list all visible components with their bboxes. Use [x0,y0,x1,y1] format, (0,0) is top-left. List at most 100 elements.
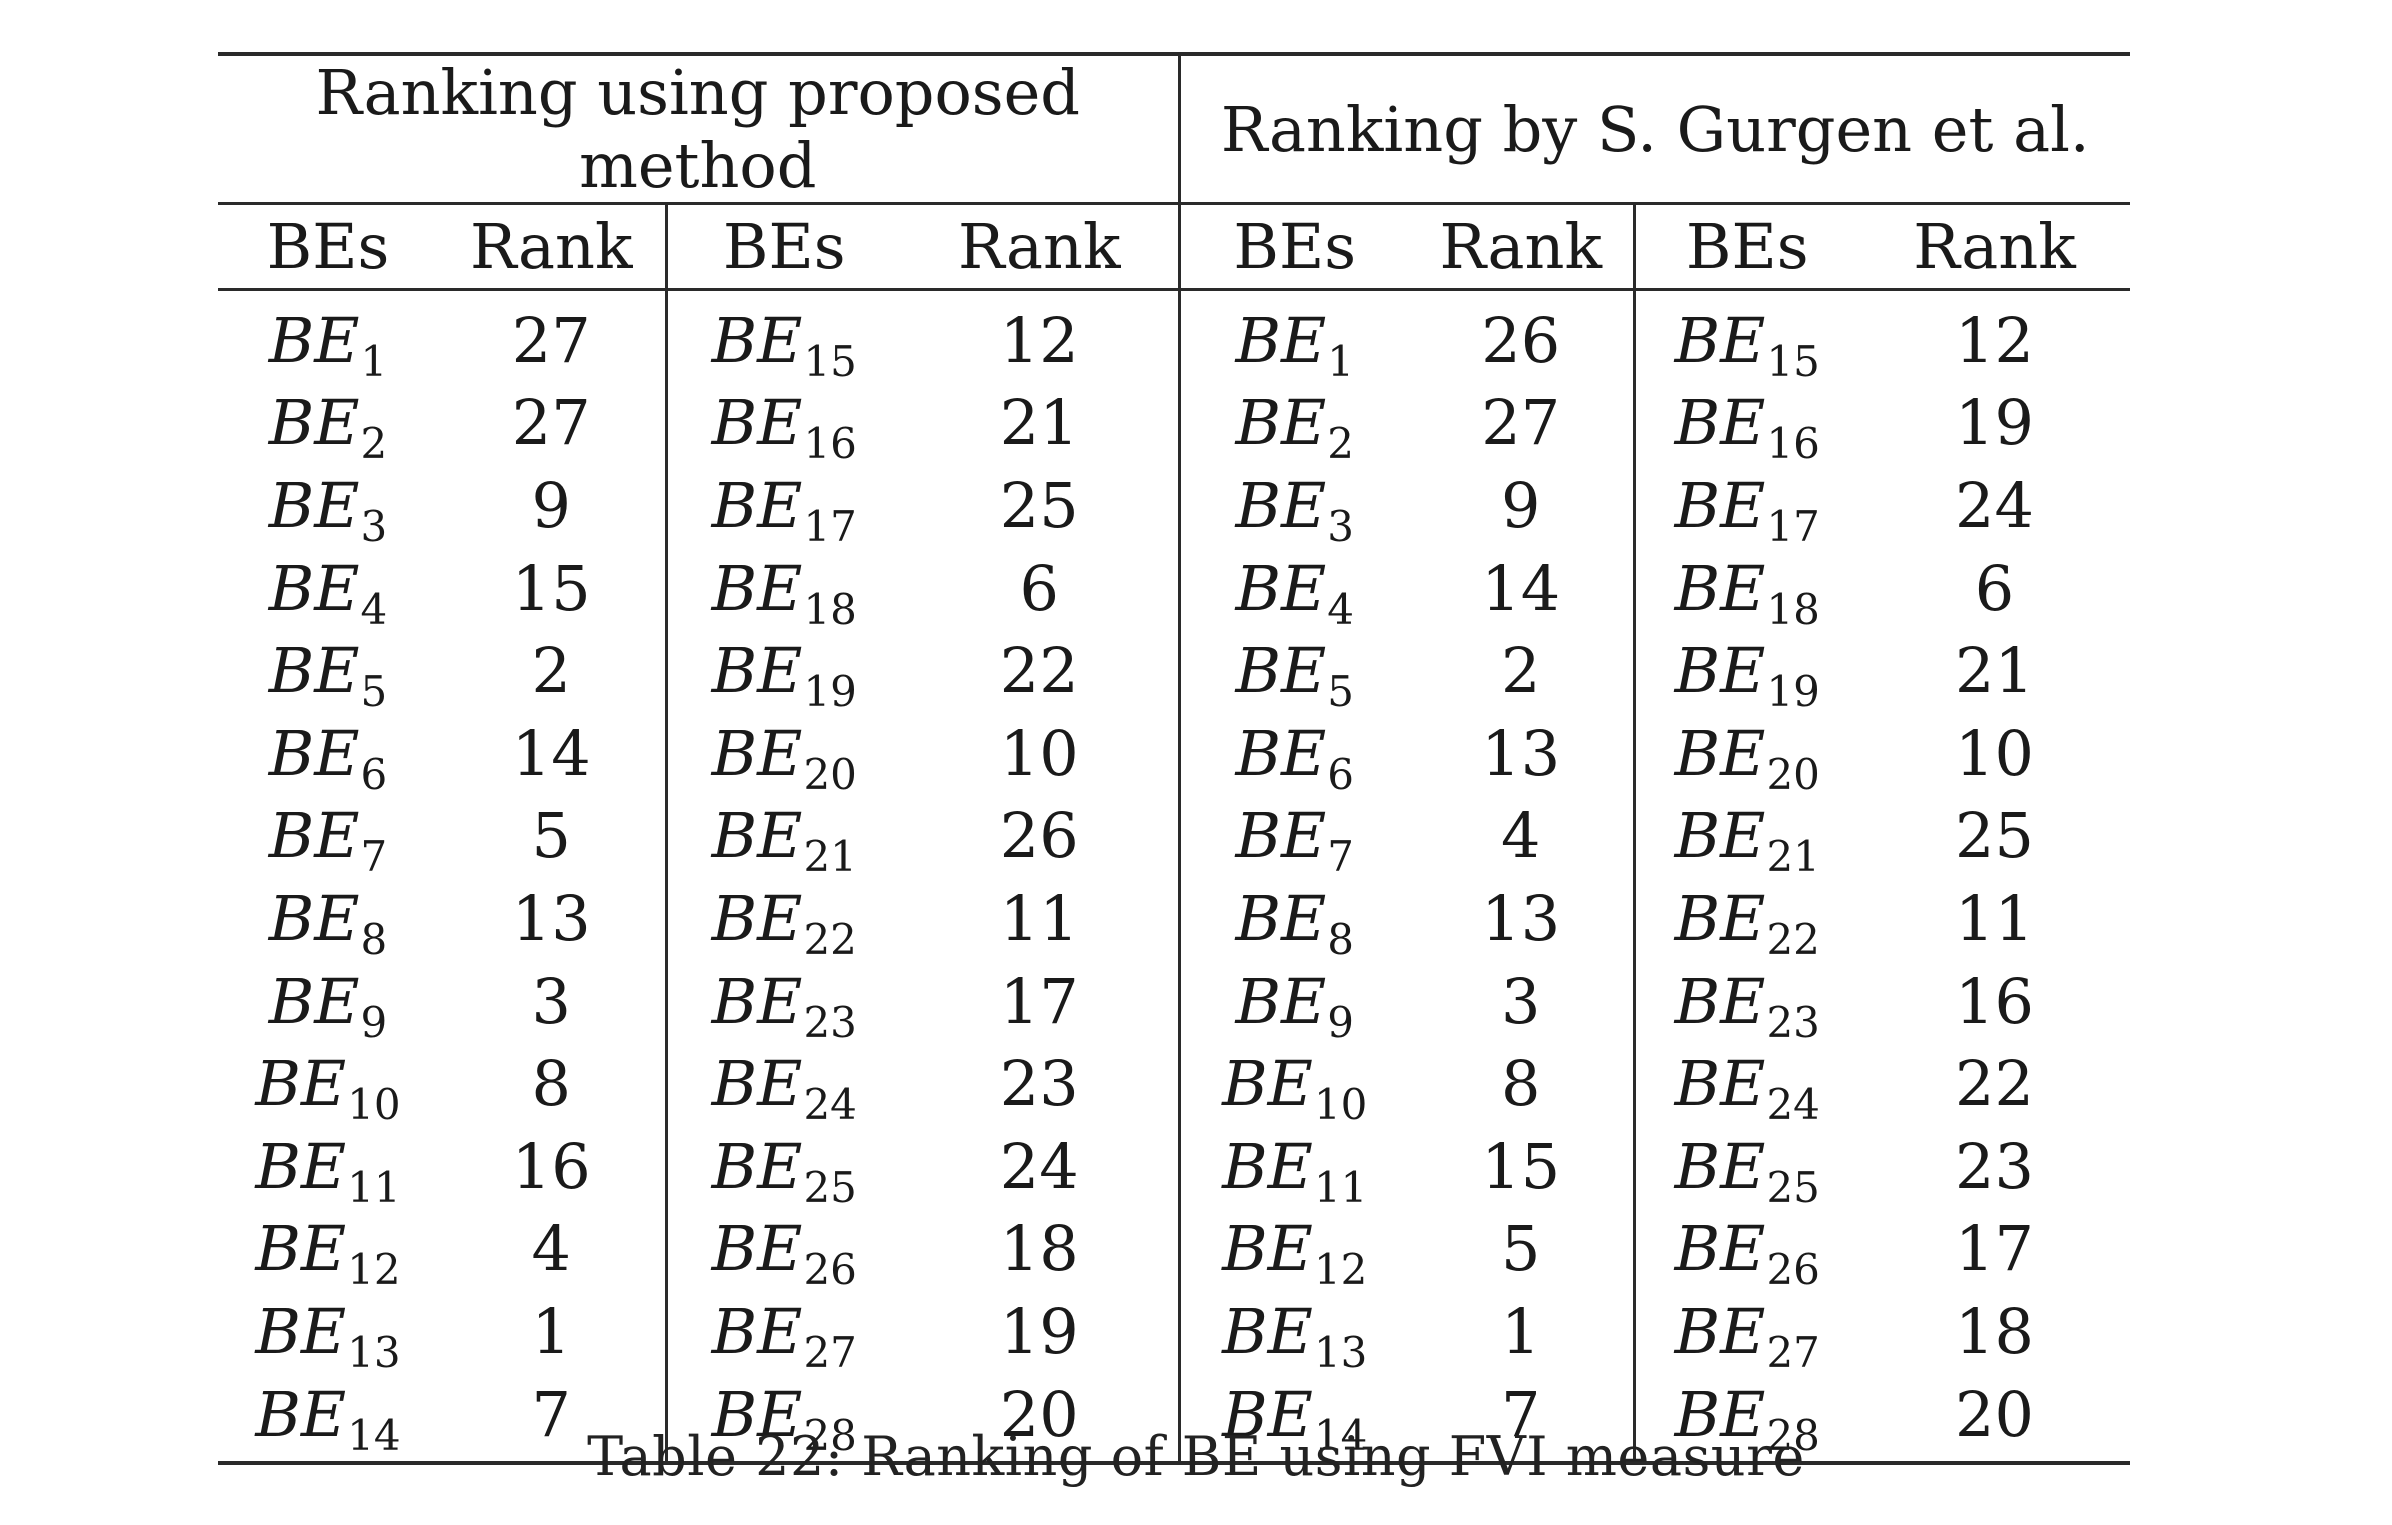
be-cell: BE6 [1177,711,1409,796]
be-prefix: BE [1674,468,1766,542]
be-cell: BE11 [218,1125,438,1209]
be-prefix: BE [1674,1129,1766,1203]
be-label: BE12 [1222,1212,1367,1291]
be-label: BE22 [1674,881,1820,961]
be-label: BE6 [268,716,388,796]
table-row: BE12 4 BE26 18 BE12 5 BE26 17 [218,1207,2130,1291]
be-cell: BE27 [664,1290,901,1373]
rank-cell: 25 [999,468,1079,542]
be-index: 21 [1766,832,1820,882]
be-label: BE9 [268,964,388,1044]
be-prefix: BE [1222,1047,1313,1121]
be-index: 20 [1766,749,1820,799]
rank-cell: 7 [438,1372,666,1466]
be-index: 16 [1766,419,1820,469]
column-header-row: BEs Rank BEs Rank BEs Rank BEs Rank [218,203,2130,291]
be-prefix: BE [1674,1212,1766,1286]
be-index: 13 [347,1327,401,1377]
be-index: 27 [1766,1327,1820,1377]
be-prefix: BE [1674,386,1766,460]
be-index: 8 [1327,914,1355,964]
be-prefix: BE [1222,1377,1313,1451]
be-label: BE3 [1235,469,1354,548]
be-prefix: BE [1674,881,1766,955]
be-index: 22 [1766,914,1820,964]
column-header: Rank [438,203,666,291]
be-cell: BE5 [218,629,438,713]
be-cell: BE18 [1632,546,1859,630]
rank-cell: 23 [1955,1129,2034,1203]
be-index: 23 [803,997,857,1047]
rank-cell: 26 [1481,303,1561,377]
be-prefix: BE [711,1212,803,1286]
rank-cell: 26 [999,799,1079,873]
be-label: BE3 [268,468,388,548]
be-index: 6 [1327,749,1355,799]
table-row: BE2 27 BE16 21 BE2 27 BE16 19 [218,381,2130,469]
be-prefix: BE [255,1377,347,1451]
be-label: BE15 [1675,304,1820,383]
rank-cell: 7 [1409,1372,1634,1466]
be-prefix: BE [268,468,360,542]
be-prefix: BE [711,881,803,955]
be-index: 7 [360,832,388,882]
be-cell: BE22 [664,877,901,960]
be-cell: BE15 [1632,289,1859,383]
be-prefix: BE [268,964,360,1038]
be-label: BE8 [1235,882,1354,961]
be-index: 24 [1766,1080,1820,1130]
rank-cell: 25 [1955,799,2034,873]
rank-cell: 22 [999,634,1079,708]
be-index: 14 [1313,1410,1368,1460]
rank-cell: 2 [531,634,571,708]
be-label: BE20 [712,717,857,796]
be-prefix: BE [268,799,360,873]
be-prefix: BE [1235,964,1327,1038]
table-row: BE8 13 BE22 11 BE8 13 BE22 11 [218,877,2130,960]
be-label: BE4 [269,552,388,631]
be-index: 5 [360,667,388,717]
be-cell: BE22 [1632,877,1859,961]
be-prefix: BE [268,303,360,377]
be-cell: BE17 [664,464,901,547]
rank-cell: 4 [531,1212,571,1286]
be-cell: BE2 [1177,381,1409,465]
be-prefix: BE [711,1129,803,1203]
be-prefix: BE [255,1047,347,1121]
be-label: BE28 [712,1378,857,1457]
be-prefix: BE [1674,551,1766,625]
be-prefix: BE [268,716,360,790]
rank-cell: 14 [511,716,591,790]
be-index: 11 [347,1162,401,1212]
rank-cell: 8 [531,1047,571,1121]
be-index: 10 [347,1080,401,1130]
be-label: BE1 [268,303,388,383]
be-prefix: BE [711,799,803,873]
be-label: BE6 [1235,717,1354,796]
be-label: BE27 [1675,1295,1820,1374]
be-index: 16 [803,419,857,469]
table-row: BE13 1 BE27 19 BE13 1 BE27 18 [218,1290,2130,1373]
be-prefix: BE [1674,1377,1766,1451]
be-cell: BE17 [1632,464,1859,547]
be-cell: BE2 [218,382,438,465]
be-label: BE24 [711,1047,857,1126]
rank-cell: 4 [1501,799,1541,873]
be-cell: BE7 [218,795,438,878]
be-label: BE10 [1222,1047,1367,1126]
be-label: BE23 [712,965,857,1044]
be-label: BE2 [1235,386,1354,465]
column-header: Rank [1409,203,1634,291]
rank-cell: 9 [531,468,571,542]
be-cell: BE3 [218,464,438,548]
rank-cell: 24 [1955,468,2034,542]
rank-cell: 14 [1481,551,1561,625]
be-prefix: BE [268,634,360,708]
rank-cell: 11 [999,881,1079,955]
table-row: BE5 2 BE19 22 BE5 2 BE19 21 [218,629,2130,713]
rank-cell: 12 [1955,303,2034,377]
be-prefix: BE [711,1047,803,1121]
rank-cell: 5 [531,799,571,873]
be-label: BE18 [712,552,857,631]
be-label: BE2 [269,386,388,465]
